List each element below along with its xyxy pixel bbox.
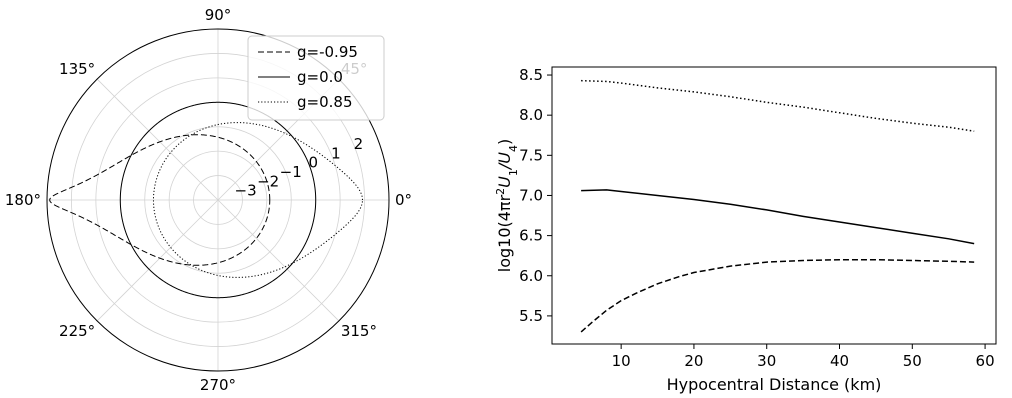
- polar-r-tick-label: 1: [331, 144, 341, 162]
- polar-angle-tick-label: 0°: [395, 191, 412, 209]
- x-tick-label: 60: [976, 352, 995, 370]
- y-axis-label-u4: /U: [495, 152, 514, 171]
- x-axis-label: Hypocentral Distance (km): [667, 375, 882, 394]
- polar-angle-tick-label: 225°: [59, 322, 95, 340]
- polar-series-line-0: [49, 134, 271, 266]
- polar-r-tick-label: 0: [309, 154, 319, 172]
- x-tick-label: 40: [830, 352, 849, 370]
- legend-label: g=0.85: [297, 93, 353, 111]
- y-tick-label: 6.5: [519, 227, 543, 245]
- y-tick-label: 6.0: [519, 267, 543, 285]
- x-axis-ticks: 10 20 30 40 50 60: [612, 344, 995, 370]
- polar-angle-tick-label: 180°: [5, 191, 41, 209]
- y-axis-label: log10(4πr2U1/U4): [494, 139, 520, 272]
- y-axis-label-base: log10(4πr: [495, 194, 514, 272]
- y-tick-label: 8.0: [519, 106, 543, 124]
- polar-angle-tick-label: 90°: [205, 6, 232, 24]
- y-axis-label-end: ): [495, 139, 514, 145]
- polar-frame: [46, 28, 390, 372]
- y-tick-label: 8.5: [519, 66, 543, 84]
- polar-angle-tick-label: 135°: [59, 60, 95, 78]
- polar-angle-tick-label: 315°: [341, 322, 377, 340]
- plot-frame: [551, 66, 997, 345]
- polar-r-tick-label: 2: [354, 135, 364, 153]
- polar-legend: g=-0.95 g=0.0 g=0.85: [247, 35, 385, 121]
- x-tick-label: 10: [612, 352, 631, 370]
- polar-r-tick-label: −2: [257, 172, 279, 190]
- angle-gridline: [96, 78, 219, 201]
- y-axis-label-sub2: 4: [507, 145, 520, 152]
- y-axis-label-sub1: 1: [507, 169, 520, 176]
- legend-box: [247, 35, 385, 121]
- x-tick-label: 50: [903, 352, 922, 370]
- x-tick-label: 20: [684, 352, 703, 370]
- polar-series-line-2: [152, 122, 363, 278]
- y-tick-label: 5.5: [519, 307, 543, 325]
- y-axis-label-u1: U: [495, 176, 514, 188]
- line-series: [580, 79, 975, 333]
- polar-angle-tick-label: 270°: [200, 376, 236, 394]
- x-tick-label: 30: [757, 352, 776, 370]
- polar-r-tick-label: −1: [280, 163, 302, 181]
- line-chart: 10 20 30 40 50 60 5.5 6.0 6.5 7.0 7.5 8.0 8.5 Hypoc…: [494, 66, 997, 394]
- polar-radial-tick-labels: −3−2−1 012: [235, 135, 364, 200]
- legend-label: g=0.0: [297, 68, 343, 86]
- line-series-0: [581, 79, 975, 132]
- angle-gridline: [96, 199, 219, 322]
- line-series-1: [581, 189, 975, 245]
- legend-label: g=-0.95: [297, 43, 358, 61]
- y-axis-label-sup: 2: [494, 188, 507, 195]
- line-series-2: [580, 258, 975, 333]
- y-tick-label: 7.0: [519, 186, 543, 204]
- angle-gridline: [217, 199, 340, 322]
- y-axis-ticks: 5.5 6.0 6.5 7.0 7.5 8.0 8.5: [519, 66, 552, 325]
- y-tick-label: 7.5: [519, 146, 543, 164]
- polar-r-tick-label: −3: [235, 182, 257, 200]
